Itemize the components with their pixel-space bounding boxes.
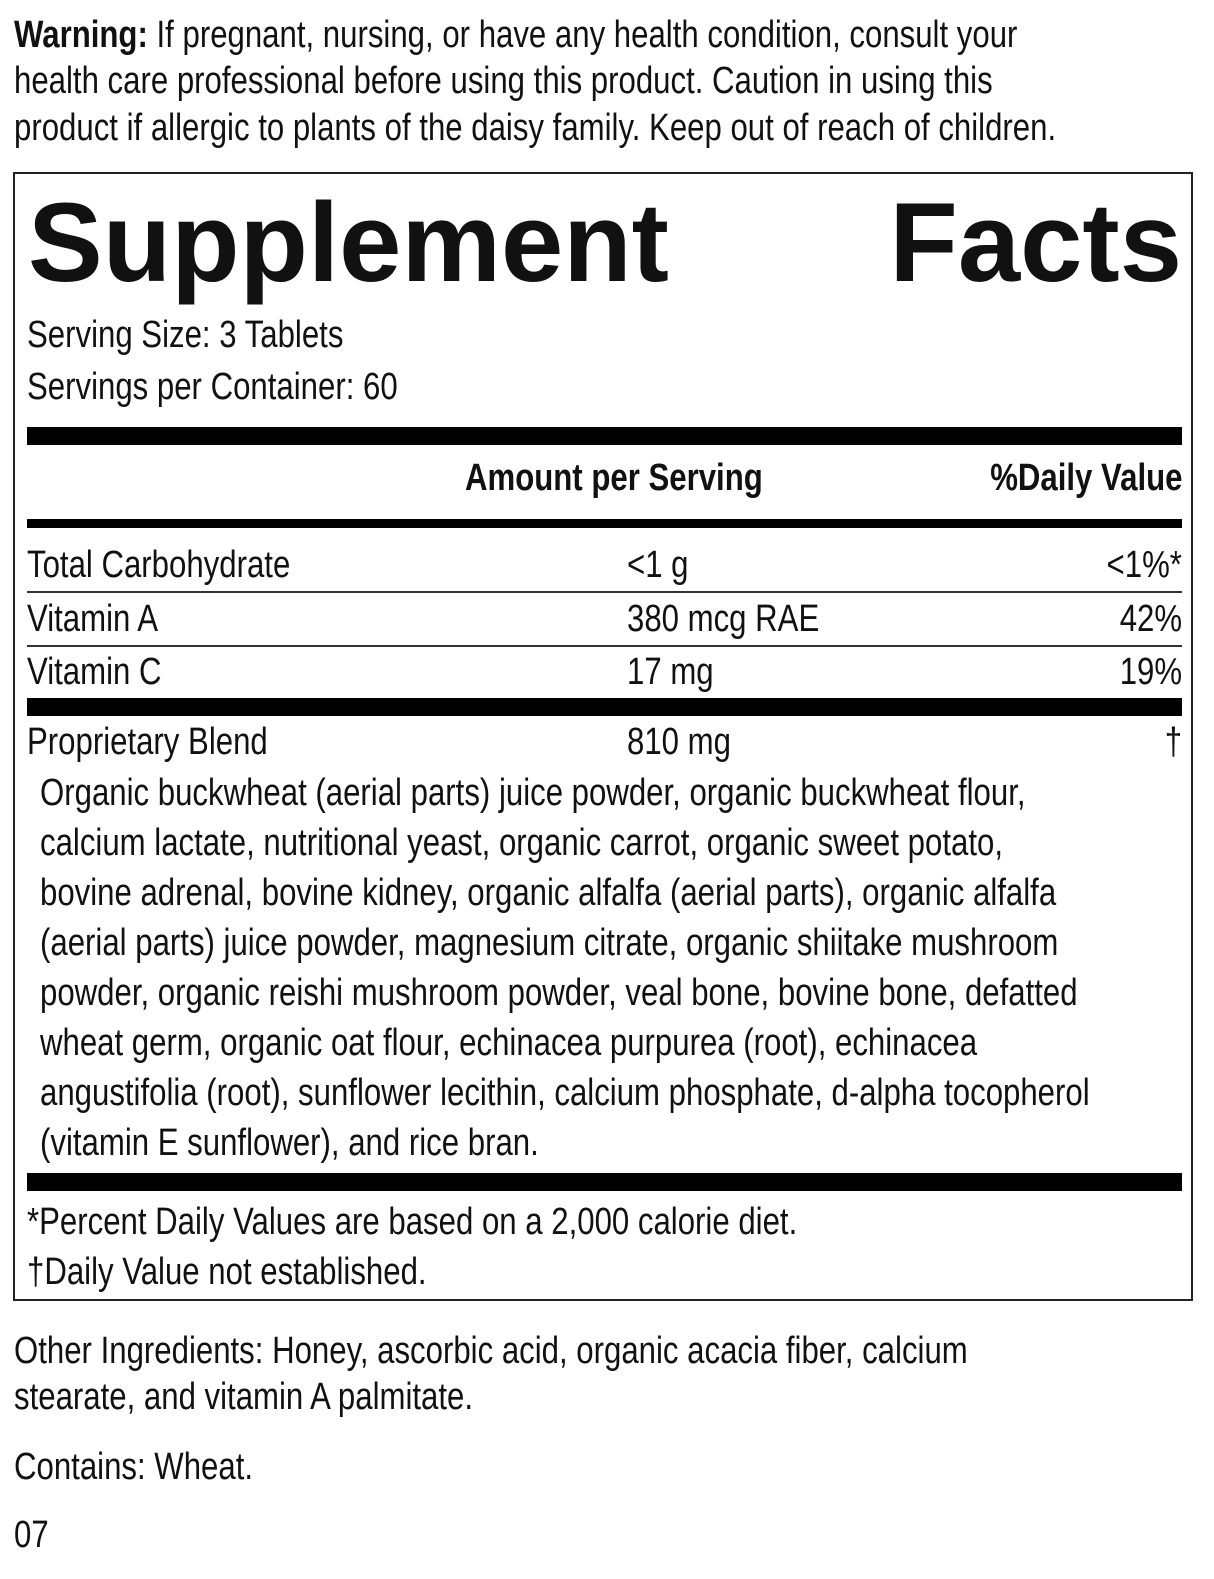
nutrient-name: Total Carbohydrate bbox=[27, 544, 291, 586]
facts-box bbox=[13, 172, 1193, 1301]
warning-line: Warning: If pregnant, nursing, or have a… bbox=[14, 12, 1214, 58]
nutrient-name-cell: Total Carbohydrate bbox=[27, 542, 348, 588]
blend-daily-value: † bbox=[1164, 721, 1182, 763]
blend-ingredient-line-cell: calcium lactate, nutritional yeast, orga… bbox=[40, 820, 1214, 866]
nutrient-daily-value-cell: 42% bbox=[1106, 596, 1182, 642]
nutrient-daily-value: <1%* bbox=[1106, 544, 1182, 586]
row-rule-cell bbox=[27, 644, 1182, 647]
blend-ingredient-line-cell: angustifolia (root), sunflower lecithin,… bbox=[40, 1070, 1214, 1116]
other-ingredients: stearate, and vitamin A palmitate. bbox=[14, 1376, 474, 1418]
blend-ingredient-line: wheat germ, organic oat flour, echinacea… bbox=[40, 1022, 978, 1064]
blend-ingredient-line-cell: (vitamin E sunflower), and rice bran. bbox=[40, 1120, 648, 1166]
warning-line: health care professional before using th… bbox=[14, 58, 1208, 104]
blend-ingredient-line-cell: powder, organic reishi mushroom powder, … bbox=[40, 970, 1214, 1016]
nutrient-daily-value: 19% bbox=[1119, 651, 1182, 693]
code: 07 bbox=[14, 1514, 49, 1556]
warning-label: Warning: bbox=[14, 14, 148, 56]
blend-ingredient-line: angustifolia (root), sunflower lecithin,… bbox=[40, 1072, 1090, 1114]
warning-text: If pregnant, nursing, or have any health… bbox=[156, 14, 1018, 56]
facts-title: Supplement Facts bbox=[28, 180, 1182, 305]
nutrient-name-cell: Vitamin A bbox=[27, 596, 187, 642]
nutrient-daily-value: 42% bbox=[1119, 597, 1182, 640]
nutrient-name: Vitamin A bbox=[27, 597, 159, 640]
nutrient-amount: <1 g bbox=[627, 544, 689, 586]
blend-ingredient-line: bovine adrenal, bovine kidney, organic a… bbox=[40, 872, 1057, 914]
footnote: †Daily Value not established. bbox=[27, 1251, 427, 1293]
blend-ingredient-line-cell: (aerial parts) juice powder, magnesium c… bbox=[40, 920, 1214, 966]
nutrient-amount-cell: <1 g bbox=[627, 542, 702, 588]
servings-per-container: Servings per Container: 60 bbox=[27, 366, 398, 408]
nutrient-amount-cell: 17 mg bbox=[627, 649, 733, 695]
medium-rule bbox=[27, 519, 1182, 528]
nutrient-amount: 380 mcg RAE bbox=[627, 597, 820, 640]
thick-rule bbox=[27, 1173, 1182, 1191]
daily-value-header: %Daily Value bbox=[989, 457, 1182, 499]
blend-ingredient-line: (vitamin E sunflower), and rice bran. bbox=[40, 1122, 539, 1164]
warning-text: product if allergic to plants of the dai… bbox=[14, 107, 1057, 149]
warning-line: product if allergic to plants of the dai… bbox=[14, 105, 1214, 151]
nutrient-amount: 17 mg bbox=[627, 651, 714, 693]
thick-rule bbox=[27, 427, 1182, 445]
blend-ingredient-line-cell: Organic buckwheat (aerial parts) juice p… bbox=[40, 770, 1214, 816]
blend-amount: 810 mg bbox=[627, 721, 731, 763]
blend-ingredient-line: Organic buckwheat (aerial parts) juice p… bbox=[40, 772, 1026, 814]
nutrient-name: Vitamin C bbox=[27, 651, 162, 693]
thick-rule bbox=[27, 698, 1182, 716]
blend-ingredient-line: calcium lactate, nutritional yeast, orga… bbox=[40, 822, 1003, 864]
warning-text: health care professional before using th… bbox=[14, 60, 993, 102]
serving-size: Serving Size: 3 Tablets bbox=[27, 314, 344, 356]
other-ingredients: Other Ingredients: Honey, ascorbic acid,… bbox=[14, 1330, 968, 1372]
nutrient-daily-value-cell: 19% bbox=[1106, 649, 1182, 695]
footnote: *Percent Daily Values are based on a 2,0… bbox=[27, 1201, 798, 1243]
contains: Contains: Wheat. bbox=[14, 1446, 254, 1488]
nutrient-amount-cell: 380 mcg RAE bbox=[627, 596, 861, 642]
nutrient-name-cell: Vitamin C bbox=[27, 649, 191, 695]
blend-ingredient-line-cell: bovine adrenal, bovine kidney, organic a… bbox=[40, 870, 1214, 916]
amount-header: Amount per Serving bbox=[465, 457, 763, 499]
blend-ingredient-line-cell: wheat germ, organic oat flour, echinacea… bbox=[40, 1020, 1183, 1066]
blend-ingredient-line: (aerial parts) juice powder, magnesium c… bbox=[40, 922, 1059, 964]
blend-ingredient-line: powder, organic reishi mushroom powder, … bbox=[40, 972, 1078, 1014]
nutrient-daily-value-cell: <1%* bbox=[1090, 542, 1182, 588]
blend-name: Proprietary Blend bbox=[27, 721, 268, 763]
row-rule-cell bbox=[27, 591, 1182, 593]
